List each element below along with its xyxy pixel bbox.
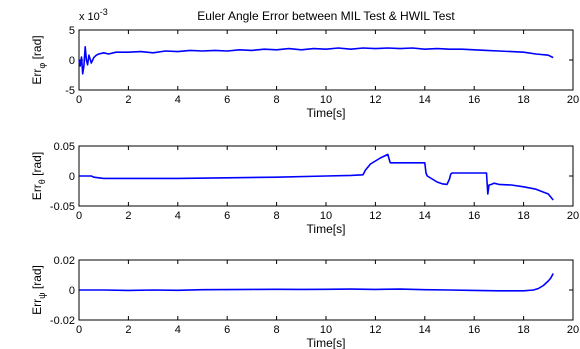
y-axis-label-unit: [rad]	[30, 35, 44, 62]
x-tick-label: 20	[567, 324, 579, 336]
x-tick-label: 18	[517, 324, 529, 336]
x-axis-label: Time[s]	[307, 222, 346, 236]
x-tick-label: 20	[567, 210, 579, 222]
x-tick-label: 6	[224, 324, 230, 336]
y-scale-factor: x 10-3	[79, 7, 108, 23]
x-tick-label: 10	[320, 210, 332, 222]
x-tick-label: 0	[76, 210, 82, 222]
x-tick-label: 16	[468, 324, 480, 336]
series-line	[79, 153, 554, 201]
y-axis-label-subscript: φ	[37, 63, 47, 69]
y-axis-label-unit: [rad]	[30, 265, 44, 292]
figure-title: Euler Angle Error between MIL Test & HWI…	[197, 9, 455, 23]
x-tick-label: 4	[175, 94, 181, 106]
x-tick-label: 12	[369, 324, 381, 336]
x-tick-label: 16	[468, 94, 480, 106]
y-axis-label-subscript: θ	[37, 179, 47, 184]
x-tick-label: 18	[517, 210, 529, 222]
x-tick-label: 14	[419, 210, 431, 222]
x-tick-label: 8	[274, 210, 280, 222]
x-tick-label: 6	[224, 94, 230, 106]
y-tick-label: 0.05	[54, 141, 75, 153]
y-axis-label: Errθ [rad]	[30, 152, 47, 200]
scale-base: x 10	[79, 11, 100, 23]
x-tick-label: 8	[274, 324, 280, 336]
x-tick-label: 18	[517, 94, 529, 106]
x-tick-label: 0	[76, 324, 82, 336]
y-axis-label-base: Err	[30, 69, 44, 85]
y-tick-label: 0.02	[54, 255, 75, 267]
x-tick-label: 8	[274, 94, 280, 106]
x-tick-label: 6	[224, 210, 230, 222]
y-tick-label: 0	[69, 171, 75, 183]
x-tick-label: 10	[320, 324, 332, 336]
x-tick-label: 20	[567, 94, 579, 106]
series-line	[78, 45, 554, 75]
x-tick-label: 2	[125, 94, 131, 106]
y-tick-label: -0.05	[50, 201, 75, 213]
x-tick-label: 14	[419, 324, 431, 336]
x-tick-label: 10	[320, 94, 332, 106]
x-tick-label: 4	[175, 210, 181, 222]
x-tick-label: 12	[369, 210, 381, 222]
y-tick-label: 5	[69, 25, 75, 37]
x-tick-label: 2	[125, 324, 131, 336]
x-tick-label: 12	[369, 94, 381, 106]
y-tick-label: -5	[65, 85, 75, 97]
y-tick-label: 0	[69, 55, 75, 67]
x-tick-label: 16	[468, 210, 480, 222]
axes-box	[78, 29, 574, 91]
x-axis-label: Time[s]	[307, 106, 346, 120]
y-tick-label: 0	[69, 285, 75, 297]
y-axis-label-base: Err	[30, 184, 44, 200]
y-axis-label: Errφ [rad]	[30, 35, 47, 84]
y-axis-label-unit: [rad]	[30, 152, 44, 179]
y-axis-label-base: Err	[30, 299, 44, 315]
x-tick-label: 2	[125, 210, 131, 222]
y-axis-label: Errψ [rad]	[30, 265, 47, 315]
x-tick-label: 14	[419, 94, 431, 106]
x-tick-label: 0	[76, 94, 82, 106]
x-tick-label: 4	[175, 324, 181, 336]
scale-exponent: -3	[100, 7, 108, 17]
x-axis-label: Time[s]	[307, 336, 346, 349]
y-tick-label: -0.02	[50, 315, 75, 327]
y-axis-label-subscript: ψ	[37, 292, 47, 298]
series-line	[79, 273, 554, 292]
